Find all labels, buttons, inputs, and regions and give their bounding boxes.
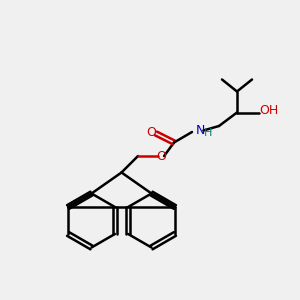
Text: O: O — [147, 125, 156, 139]
Text: N: N — [196, 124, 205, 137]
Text: O: O — [156, 149, 166, 163]
Text: OH: OH — [260, 103, 279, 117]
Text: H: H — [204, 128, 212, 139]
